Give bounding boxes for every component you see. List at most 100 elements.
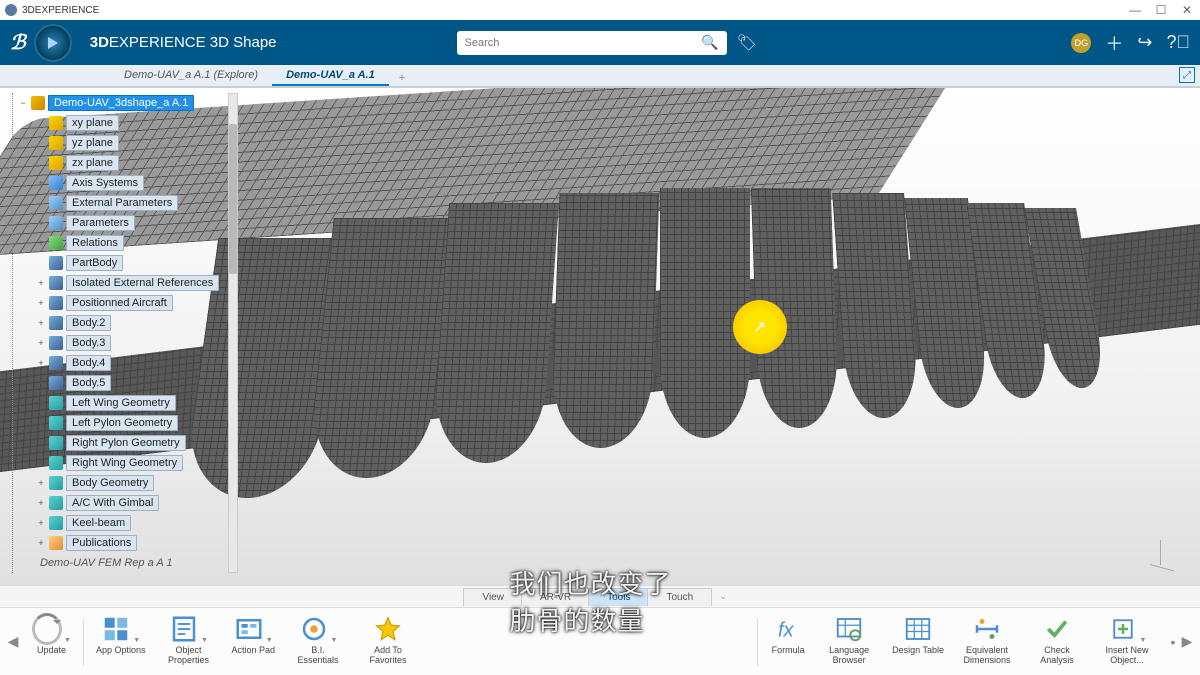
ribbon-tab[interactable]: View <box>463 588 523 606</box>
help-icon[interactable]: ?⃝ <box>1166 32 1190 53</box>
document-tab[interactable]: Demo-UAV_a A.1 <box>272 66 389 86</box>
toolbar-options-icon[interactable]: • <box>1166 608 1180 675</box>
tree-item-truncated[interactable]: Demo-UAV FEM Rep a A 1 <box>36 553 219 573</box>
tree-root[interactable]: − Demo-UAV_3dshape_a A.1 <box>18 93 219 113</box>
tree-scrollbar[interactable] <box>228 93 238 573</box>
tree-item[interactable]: yz plane <box>36 133 219 153</box>
tree-expander-icon[interactable]: − <box>18 98 28 108</box>
tree-item[interactable]: +Left Pylon Geometry <box>36 413 219 433</box>
tree-expander-icon[interactable]: + <box>36 318 46 328</box>
app-options-button[interactable]: ▼App Options <box>92 612 150 658</box>
tree-label[interactable]: Relations <box>66 235 124 251</box>
tree-item[interactable]: + Body.2 <box>36 313 219 333</box>
ribbon-tab[interactable]: Touch <box>647 588 712 606</box>
tree-item[interactable]: + Left Wing Geometry <box>36 393 219 413</box>
update-button[interactable]: ▼ Update <box>28 612 75 658</box>
close-button[interactable]: ✕ <box>1179 2 1195 18</box>
tree-label[interactable]: Parameters <box>66 215 135 231</box>
check-button[interactable]: Check Analysis <box>1026 612 1088 668</box>
fav-button[interactable]: Add To Favorites <box>357 612 419 668</box>
tree-label[interactable]: Body.2 <box>66 315 111 331</box>
orientation-gizmo-icon[interactable] <box>1140 530 1180 570</box>
ribbon-more-icon[interactable]: ⌄ <box>711 588 735 605</box>
tree-item[interactable]: + Right Wing Geometry <box>36 453 219 473</box>
tree-label[interactable]: xy plane <box>66 115 119 131</box>
lang-button[interactable]: Language Browser <box>818 612 880 668</box>
obj-props-button[interactable]: ▼Object Properties <box>157 612 219 668</box>
tree-item[interactable]: +A/C With Gimbal <box>36 493 219 513</box>
tree-label[interactable]: Isolated External References <box>66 275 219 291</box>
tree-item[interactable]: zx plane <box>36 153 219 173</box>
search-icon[interactable]: 🔍 <box>701 34 718 51</box>
tab-add-button[interactable]: + <box>389 70 415 86</box>
user-avatar[interactable]: DG <box>1071 33 1091 53</box>
tree-item[interactable]: External Parameters <box>36 193 219 213</box>
tree-label[interactable]: Body.5 <box>66 375 111 391</box>
compass-icon[interactable] <box>34 24 72 62</box>
scrollbar-thumb[interactable] <box>229 124 237 274</box>
tree-label[interactable]: Right Pylon Geometry <box>66 435 186 451</box>
tree-label[interactable]: Body Geometry <box>66 475 154 491</box>
tree-label[interactable]: Keel-beam <box>66 515 131 531</box>
tree-expander-icon[interactable]: + <box>36 478 46 488</box>
tree-label[interactable]: Left Pylon Geometry <box>66 415 178 431</box>
3d-viewport[interactable]: − Demo-UAV_3dshape_a A.1 xy plane yz plan… <box>0 87 1200 585</box>
tree-expander-icon[interactable]: + <box>36 178 46 188</box>
tree-label[interactable]: A/C With Gimbal <box>66 495 159 511</box>
tree-item[interactable]: + Parameters <box>36 213 219 233</box>
tree-label[interactable]: Publications <box>66 535 137 551</box>
tree-label[interactable]: Left Wing Geometry <box>66 395 176 411</box>
maximize-button[interactable]: ☐ <box>1153 2 1169 18</box>
tree-expander-icon[interactable]: + <box>36 338 46 348</box>
document-tab[interactable]: Demo-UAV_a A.1 (Explore) <box>110 66 272 86</box>
minimize-button[interactable]: ― <box>1127 2 1143 18</box>
tree-expander-icon[interactable]: + <box>36 398 46 408</box>
search-input[interactable] <box>465 37 702 49</box>
insert-button[interactable]: ▼Insert New Object... <box>1096 612 1158 668</box>
tree-item[interactable]: + Isolated External References <box>36 273 219 293</box>
tree-label[interactable]: Positionned Aircraft <box>66 295 173 311</box>
tree-expander-icon[interactable]: + <box>36 278 46 288</box>
tree-label[interactable]: Body.3 <box>66 335 111 351</box>
ribbon-tab[interactable]: AR-VR <box>521 588 590 606</box>
tag-icon[interactable]: 🏷 <box>737 33 757 53</box>
table-button[interactable]: Design Table <box>888 612 948 658</box>
tree-expander-icon[interactable]: + <box>36 238 46 248</box>
toolbar-prev-icon[interactable]: ◀ <box>6 608 20 675</box>
tree-expander-icon[interactable]: + <box>36 298 46 308</box>
dim-button[interactable]: Equivalent Dimensions <box>956 612 1018 668</box>
tree-expander-icon[interactable]: + <box>36 218 46 228</box>
tree-expander-icon[interactable]: + <box>36 538 46 548</box>
fx-button[interactable]: fxFormula <box>766 612 810 658</box>
tree-label[interactable]: yz plane <box>66 135 119 151</box>
tree-item[interactable]: xy plane <box>36 113 219 133</box>
tree-expander-icon[interactable]: + <box>36 438 46 448</box>
tree-item[interactable]: + Body.5 <box>36 373 219 393</box>
tree-item[interactable]: + Body.4 <box>36 353 219 373</box>
tree-item[interactable]: + Axis Systems <box>36 173 219 193</box>
toolbar-next-icon[interactable]: ▶ <box>1180 608 1194 675</box>
tree-item[interactable]: + Positionned Aircraft <box>36 293 219 313</box>
tree-label[interactable]: zx plane <box>66 155 119 171</box>
tree-expander-icon[interactable]: + <box>36 358 46 368</box>
add-icon[interactable]: ＋ <box>1105 30 1123 56</box>
tree-label[interactable]: Body.4 <box>66 355 111 371</box>
bi-button[interactable]: ▼B.I. Essentials <box>287 612 349 668</box>
tree-label[interactable]: PartBody <box>66 255 123 271</box>
tree-expander-icon[interactable]: + <box>36 458 46 468</box>
action-pad-button[interactable]: ▼Action Pad <box>227 612 279 658</box>
tree-expander-icon[interactable]: + <box>36 518 46 528</box>
tree-item[interactable]: + Body.3 <box>36 333 219 353</box>
tree-label[interactable]: Axis Systems <box>66 175 144 191</box>
tree-item[interactable]: PartBody <box>36 253 219 273</box>
share-icon[interactable]: ↪ <box>1137 32 1152 53</box>
tree-item[interactable]: + Body Geometry <box>36 473 219 493</box>
tree-label[interactable]: External Parameters <box>66 195 178 211</box>
tree-item[interactable]: + Right Pylon Geometry <box>36 433 219 453</box>
tree-item[interactable]: + Keel-beam <box>36 513 219 533</box>
tree-expander-icon[interactable]: + <box>36 378 46 388</box>
tree-label[interactable]: Right Wing Geometry <box>66 455 183 471</box>
search-box[interactable]: 🔍 <box>457 31 727 55</box>
tree-root-label[interactable]: Demo-UAV_3dshape_a A.1 <box>48 95 194 111</box>
feature-tree[interactable]: − Demo-UAV_3dshape_a A.1 xy plane yz plan… <box>18 93 219 573</box>
